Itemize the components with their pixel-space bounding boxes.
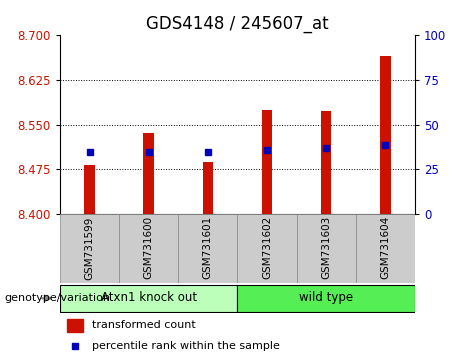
Text: GSM731599: GSM731599	[84, 216, 95, 280]
Bar	[296, 214, 356, 283]
Bar	[67, 319, 83, 332]
Title: GDS4148 / 245607_at: GDS4148 / 245607_at	[146, 15, 329, 33]
Text: wild type: wild type	[299, 291, 353, 304]
Text: GSM731604: GSM731604	[380, 216, 390, 280]
Bar	[262, 110, 272, 214]
Text: GSM731601: GSM731601	[203, 216, 213, 280]
Bar	[380, 56, 390, 214]
Bar	[202, 162, 213, 214]
Text: GSM731600: GSM731600	[144, 216, 154, 279]
Text: transformed count: transformed count	[92, 320, 195, 330]
Bar	[60, 285, 237, 312]
Bar	[84, 165, 95, 214]
Bar	[237, 214, 296, 283]
Bar	[143, 132, 154, 214]
Bar	[60, 214, 119, 283]
Bar	[321, 111, 331, 214]
Text: GSM731602: GSM731602	[262, 216, 272, 280]
Text: percentile rank within the sample: percentile rank within the sample	[92, 341, 280, 351]
Text: GSM731603: GSM731603	[321, 216, 331, 280]
Bar	[178, 214, 237, 283]
Bar	[119, 214, 178, 283]
Text: Atxn1 knock out: Atxn1 knock out	[100, 291, 197, 304]
Bar	[356, 214, 415, 283]
Text: genotype/variation: genotype/variation	[5, 293, 111, 303]
Bar	[237, 285, 415, 312]
